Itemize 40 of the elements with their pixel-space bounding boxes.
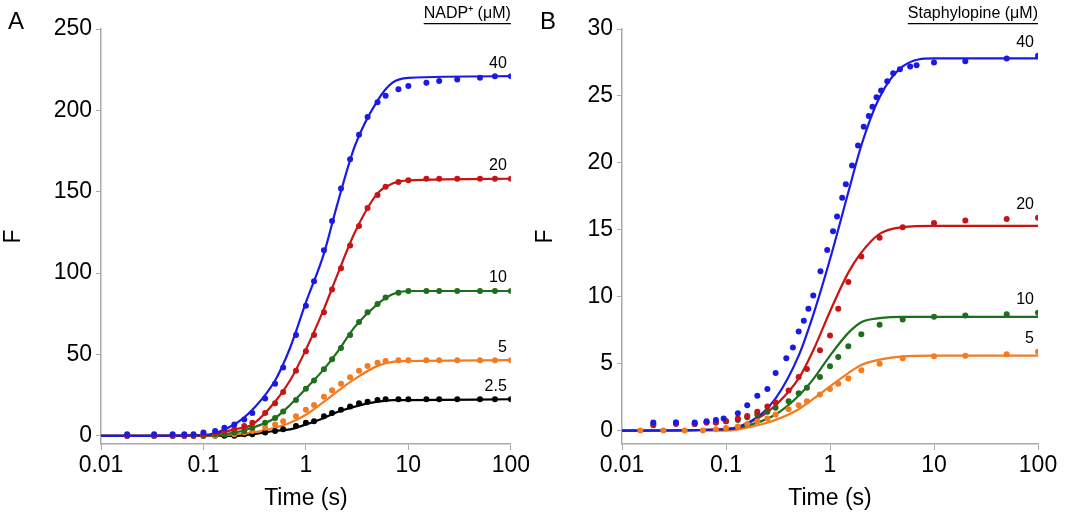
x-tick-label: 0.01 xyxy=(78,451,124,478)
y-tick-label: 10 xyxy=(587,282,613,309)
x-tick-label: 0.01 xyxy=(599,451,645,478)
y-tick-label: 15 xyxy=(587,215,613,242)
x-tick-label: 1 xyxy=(299,451,313,478)
y-tick-label: 30 xyxy=(587,14,613,41)
y-tick-label: 0 xyxy=(600,415,613,442)
legend-title: Staphylopine (μM) xyxy=(907,4,1038,22)
series-label: 10 xyxy=(489,268,507,286)
x-axis-title: Time (s) xyxy=(788,483,872,510)
y-axis-title: F xyxy=(531,229,558,244)
series-label: 20 xyxy=(489,156,507,174)
legend-title: NADP⁺ (μM) xyxy=(423,4,511,22)
y-tick-label: 50 xyxy=(66,339,92,366)
x-tick-label: 0.1 xyxy=(710,451,742,478)
x-tick-label: 10 xyxy=(921,451,947,478)
y-tick-label: 100 xyxy=(53,258,92,285)
y-tick-label: 150 xyxy=(53,177,92,204)
y-axis-title: F xyxy=(0,229,26,244)
series-label: 10 xyxy=(1016,290,1035,308)
y-tick-label: 200 xyxy=(53,95,92,122)
y-tick-label: 250 xyxy=(53,14,92,41)
x-tick-label: 0.1 xyxy=(187,451,220,478)
series-label: 2.5 xyxy=(484,376,507,394)
series-label: 5 xyxy=(497,337,507,355)
series-label: 40 xyxy=(1016,33,1035,51)
text: B xyxy=(540,6,557,34)
x-tick-label: 100 xyxy=(1018,451,1058,478)
text: A xyxy=(8,6,25,34)
y-tick-label: 0 xyxy=(79,421,92,448)
x-tick-label: 1 xyxy=(823,451,837,478)
y-tick-label: 5 xyxy=(600,349,613,376)
x-tick-label: 10 xyxy=(395,451,422,478)
y-tick-label: 25 xyxy=(587,81,613,108)
y-tick-label: 20 xyxy=(587,148,613,175)
x-axis-title: Time (s) xyxy=(264,483,348,510)
x-tick-label: 100 xyxy=(491,451,530,478)
series-label: 20 xyxy=(1016,195,1035,213)
series-label: 40 xyxy=(489,53,507,71)
series-label: 5 xyxy=(1025,329,1035,347)
